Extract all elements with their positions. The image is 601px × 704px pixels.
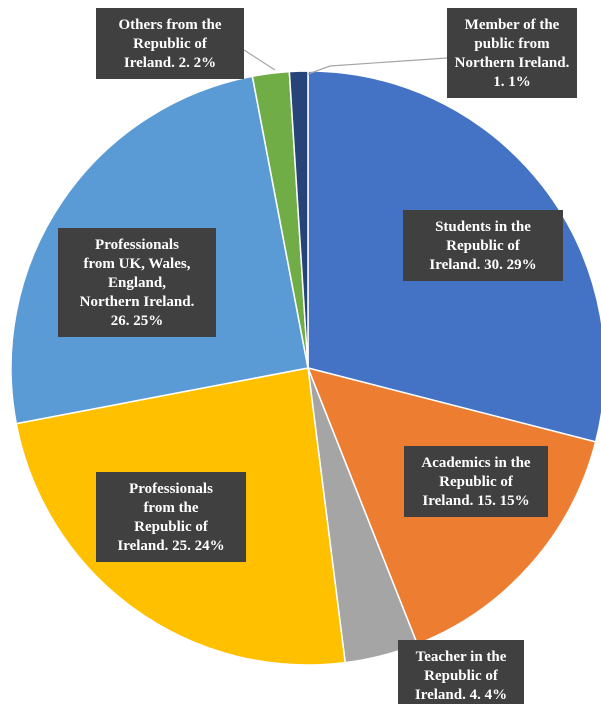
slice-label-line: England, — [108, 275, 166, 291]
slice-label-line: Republic of — [133, 36, 208, 52]
leader-line-6 — [243, 49, 276, 71]
slice-label-line: Students in the — [435, 219, 531, 235]
slice-label-line: Ireland. 25. 24% — [117, 538, 224, 554]
slice-label-line: Ireland. 4. 4% — [415, 687, 507, 703]
slice-label-box — [404, 446, 548, 517]
slice-label-line: Professionals — [95, 237, 179, 253]
slice-label-line: Northern Ireland. — [455, 55, 570, 71]
slice-label-line: from the — [143, 500, 198, 516]
slice-label-line: Ireland. 2. 2% — [124, 55, 216, 71]
slice-label-line: Republic of — [424, 668, 499, 684]
slice-label-line: Ireland. 30. 29% — [429, 257, 536, 273]
slice-label-4: Professionals from the Republic of Ireland.… — [96, 472, 246, 562]
slice-label-line: from UK, Wales, — [84, 256, 191, 272]
slice-label-line: 1. 1% — [493, 74, 531, 90]
slice-label-3: Teacher in the Republic of Ireland. 4. 4% — [398, 640, 524, 704]
slice-label-7: Member of the public from Northern Ireland… — [447, 8, 577, 98]
pie-slices — [10, 70, 601, 666]
slice-label-line: Northern Ireland. — [80, 294, 195, 310]
slice-label-line: Professionals — [129, 481, 213, 497]
slice-label-box — [96, 8, 244, 79]
slice-label-box — [447, 8, 577, 98]
slice-label-line: Others from the — [118, 17, 221, 33]
slice-label-line: Member of the — [465, 17, 560, 33]
pie-slice-7 — [288, 70, 309, 369]
slice-label-line: public from — [474, 36, 550, 52]
slice-label-box — [96, 472, 246, 562]
slice-label-line: Republic of — [446, 238, 521, 254]
slice-label-line: Ireland. 15. 15% — [422, 493, 529, 509]
slice-label-2: Academics in the Republic of Ireland. 15. … — [404, 446, 548, 517]
slice-label-line: Academics in the — [421, 455, 530, 471]
slice-label-1: Students in the Republic of Ireland. 30. 2… — [403, 210, 563, 281]
slice-label-line: 26. 25% — [111, 313, 164, 329]
leader-line-7 — [307, 57, 448, 75]
slice-label-6: Others from the Republic of Ireland. 2. 2% — [96, 8, 244, 79]
slice-label-box — [403, 210, 563, 281]
slice-label-line: Republic of — [134, 519, 209, 535]
slice-label-line: Republic of — [439, 474, 514, 490]
slice-label-box — [58, 228, 216, 337]
slice-label-line: Teacher in the — [416, 649, 507, 665]
leader-lines — [243, 49, 448, 75]
slice-label-5: Professionals from UK, Wales, England, Nort… — [58, 228, 216, 337]
slice-label-box — [398, 640, 524, 704]
slice-labels: Students in the Republic of Ireland. 30. 2… — [58, 8, 577, 704]
